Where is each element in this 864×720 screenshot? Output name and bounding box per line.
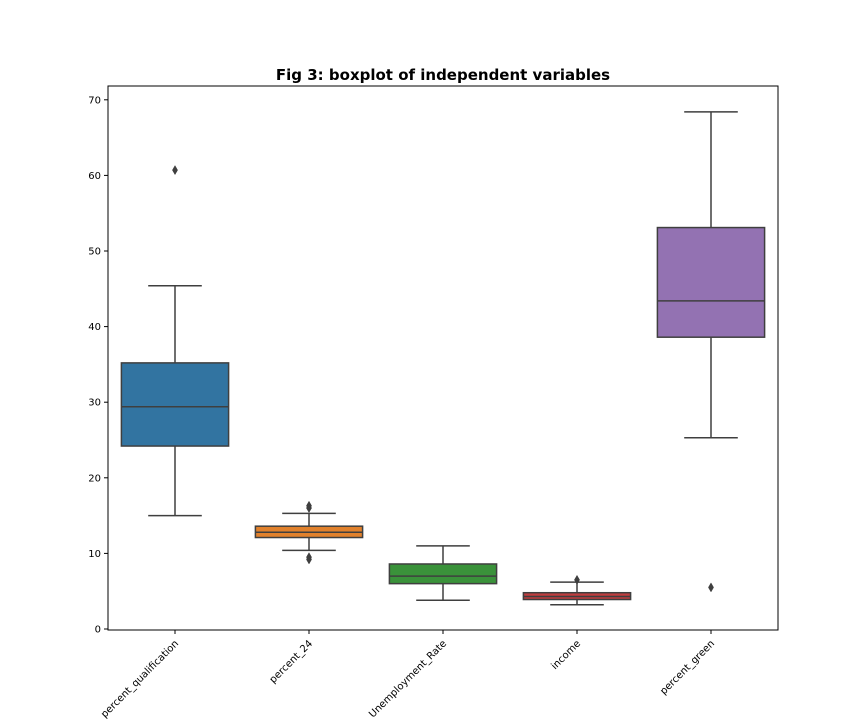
y-tick-label: 10 [88, 549, 101, 560]
x-tick-label: percent_qualification [99, 638, 181, 720]
outlier-point [574, 574, 580, 585]
x-tick-label: percent_24 [268, 638, 315, 685]
y-tick-label: 20 [88, 473, 101, 484]
box-percent-qualification [120, 165, 230, 517]
outlier-point [172, 165, 178, 176]
iqr-box [388, 563, 498, 585]
box-income [522, 574, 632, 606]
chart-title: Fig 3: boxplot of independent variables [276, 66, 610, 84]
y-tick-label: 30 [88, 398, 101, 409]
outlier-point [306, 500, 312, 511]
outlier-point [306, 552, 312, 563]
plot-area [120, 111, 766, 606]
x-tick-label: percent_green [658, 638, 717, 697]
outlier-point [708, 582, 714, 593]
y-tick-label: 60 [88, 171, 101, 182]
box-unemployment-rate [388, 545, 498, 602]
iqr-box [120, 362, 230, 447]
y-tick-label: 70 [88, 95, 101, 106]
y-tick-label: 50 [88, 247, 101, 258]
iqr-box [656, 226, 766, 338]
box-percent-24 [254, 500, 364, 565]
y-tick-label: 40 [88, 322, 101, 333]
y-tick-label: 0 [95, 625, 101, 636]
box-percent-green [656, 111, 766, 593]
x-tick-label: Unemployment_Rate [367, 638, 449, 720]
x-tick-label: income [549, 638, 583, 672]
